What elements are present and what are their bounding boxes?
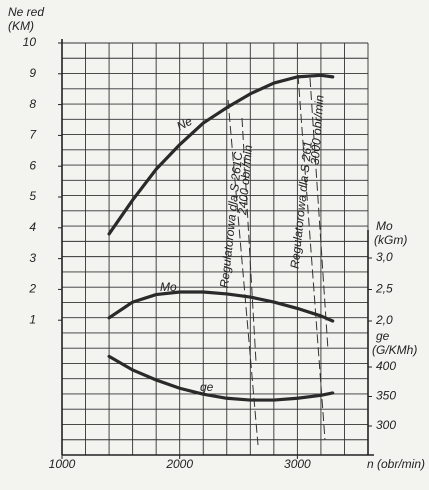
y3-axis-title: (G/KMh) [372, 343, 417, 357]
y2-axis-title: (kGm) [374, 233, 407, 247]
regulator-line [241, 117, 257, 363]
y2-tick-label: 3,0 [376, 250, 393, 264]
x-tick-label: 3000 [284, 457, 311, 471]
regulator-line [297, 74, 326, 441]
y-tick-label: 3 [29, 251, 36, 265]
series-label: ge [200, 380, 214, 394]
y-tick-label: 8 [29, 97, 36, 111]
y-tick-label: 10 [23, 35, 37, 49]
series-label: Ne [174, 114, 194, 134]
line [107, 290, 335, 323]
annotation: 2400 obr/min [235, 144, 255, 216]
grid [61, 42, 369, 456]
y3-axis-title: ge [376, 329, 390, 343]
y-tick-label: 7 [29, 128, 37, 142]
line [107, 73, 335, 236]
y-axis-title: Ne red [8, 5, 44, 19]
y-axis-title: (KM) [8, 19, 34, 33]
y2-tick-label: 2,5 [375, 282, 393, 296]
y3-tick-label: 400 [376, 359, 396, 373]
y-tick-label: 6 [29, 158, 36, 172]
annotation: 3000 obr/min [308, 94, 327, 165]
y-tick-label: 9 [29, 66, 36, 80]
x-axis-label: n (obr/min) [367, 457, 425, 471]
x-tick-label: 2000 [165, 457, 193, 471]
y2-axis-title: Mo [376, 219, 393, 233]
y-tick-label: 1 [29, 312, 36, 326]
x-tick-label: 1000 [49, 457, 76, 471]
y-tick-label: 5 [29, 189, 36, 203]
regulator-line [309, 77, 329, 351]
line [107, 354, 335, 402]
y3-tick-label: 300 [376, 418, 396, 432]
series-label: Mo [160, 280, 177, 294]
y-tick-label: 2 [28, 282, 36, 296]
y-tick-label: 4 [29, 220, 36, 234]
y2-tick-label: 2,0 [375, 313, 393, 327]
y3-tick-label: 350 [376, 389, 396, 403]
regulator-line [227, 99, 259, 446]
